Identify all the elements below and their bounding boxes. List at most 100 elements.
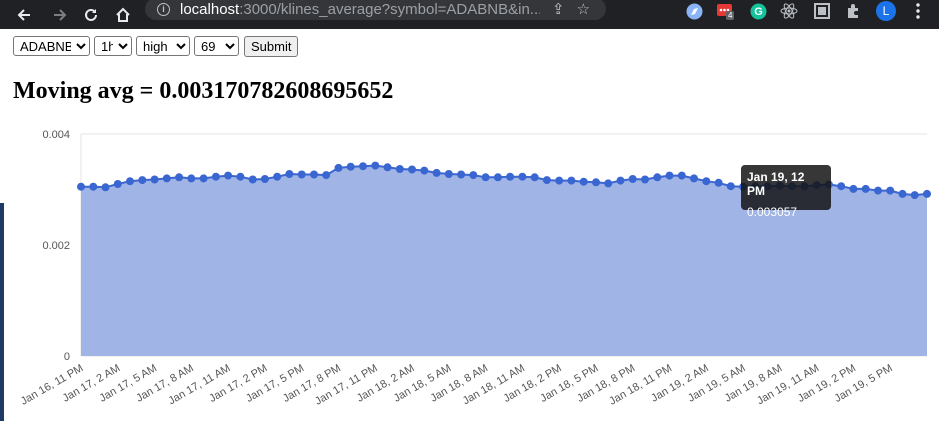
data-point — [898, 189, 907, 198]
data-point — [849, 184, 858, 193]
interval-select[interactable]: 1h — [94, 36, 132, 56]
data-point — [211, 172, 220, 181]
data-point — [162, 174, 171, 183]
left-edge-strip — [0, 203, 4, 421]
data-point — [604, 179, 613, 188]
data-point — [77, 182, 85, 191]
data-point — [408, 165, 416, 174]
profile-avatar[interactable]: L — [876, 1, 896, 21]
data-point — [248, 175, 257, 184]
data-point — [530, 173, 539, 182]
data-point — [224, 171, 233, 180]
browser-toolbar: i localhost:3000/klines_average?symbol=A… — [0, 0, 939, 29]
site-info-icon[interactable]: i — [157, 2, 170, 16]
data-point — [653, 173, 662, 182]
menu-kebab-icon[interactable] — [908, 1, 928, 21]
area-fill — [81, 165, 927, 356]
data-point — [861, 184, 870, 193]
window-icon[interactable] — [812, 1, 832, 21]
data-point — [334, 163, 343, 172]
share-icon[interactable]: ⇪ — [552, 0, 565, 18]
extension-calendar-icon[interactable]: 4 — [715, 1, 735, 21]
extension-compass-icon[interactable] — [684, 1, 704, 21]
submit-button[interactable]: Submit — [244, 36, 299, 57]
react-devtools-icon[interactable] — [779, 1, 799, 21]
data-point — [383, 163, 392, 172]
profile-initial: L — [876, 1, 896, 21]
data-point — [310, 170, 318, 179]
tooltip-label: Jan 19, 12 PM — [747, 170, 805, 198]
data-point — [886, 186, 895, 195]
data-point — [126, 177, 134, 186]
data-point — [874, 186, 882, 195]
svg-text:G: G — [754, 6, 763, 18]
data-point — [113, 180, 122, 188]
home-icon[interactable] — [111, 0, 135, 29]
data-point — [322, 171, 331, 180]
data-point — [359, 162, 367, 171]
data-point — [714, 178, 723, 187]
data-point — [297, 170, 306, 179]
symbol-select[interactable]: ADABNB — [13, 36, 90, 56]
data-point — [493, 173, 502, 182]
y-tick-label: 0.002 — [42, 240, 70, 252]
query-form: ADABNB 1h high 69 Submit — [13, 36, 299, 57]
extension-badge: 4 — [726, 11, 735, 20]
data-point — [371, 161, 380, 170]
data-point — [89, 182, 98, 191]
data-point — [395, 165, 404, 173]
data-point — [346, 162, 355, 171]
y-axis-ticks: 0 0.002 0.004 — [42, 129, 70, 363]
data-point — [444, 170, 453, 178]
data-point — [592, 178, 600, 187]
y-tick-label: 0.004 — [42, 129, 70, 141]
address-bar[interactable]: i localhost:3000/klines_average?symbol=A… — [145, 0, 606, 20]
chart-tooltip: Jan 19, 12 PM 0.003057 — [741, 165, 831, 219]
data-point — [923, 189, 931, 198]
data-point — [677, 171, 686, 180]
data-point — [199, 174, 208, 183]
data-point — [481, 173, 490, 182]
data-point — [616, 176, 625, 185]
grammarly-icon[interactable]: G — [748, 1, 768, 21]
data-point — [260, 175, 269, 183]
count-select[interactable]: 69 — [194, 36, 239, 56]
data-point — [542, 176, 551, 185]
data-point — [702, 177, 711, 186]
field-select[interactable]: high — [136, 36, 190, 56]
data-point — [555, 176, 564, 185]
data-point — [641, 175, 649, 184]
data-point — [101, 183, 110, 192]
data-point — [690, 174, 698, 183]
data-point — [628, 175, 637, 183]
data-point — [506, 172, 515, 181]
data-point — [236, 172, 245, 181]
data-point — [187, 174, 196, 183]
data-point — [420, 166, 429, 175]
url-text: localhost:3000/klines_average?symbol=ADA… — [180, 0, 540, 18]
data-point — [150, 175, 159, 184]
data-point — [665, 171, 674, 180]
data-point — [469, 171, 478, 180]
data-point — [285, 170, 294, 178]
back-arrow-icon[interactable] — [12, 0, 36, 29]
data-point — [432, 168, 441, 177]
data-point — [457, 170, 466, 179]
data-point — [518, 172, 527, 181]
data-point — [567, 176, 576, 185]
data-point — [726, 182, 735, 191]
extensions-puzzle-icon[interactable] — [843, 1, 863, 21]
data-point — [138, 176, 147, 185]
reload-icon[interactable] — [79, 0, 103, 29]
page-title: Moving avg = 0.003170782608695652 — [13, 78, 394, 104]
forward-arrow-icon[interactable] — [48, 0, 72, 29]
data-point — [579, 177, 588, 186]
bookmark-star-icon[interactable]: ☆ — [576, 0, 591, 18]
data-point — [910, 191, 919, 200]
data-point — [837, 182, 846, 191]
tooltip-value: 0.003057 — [747, 205, 798, 219]
y-tick-label: 0 — [64, 351, 70, 363]
data-point — [273, 172, 282, 181]
